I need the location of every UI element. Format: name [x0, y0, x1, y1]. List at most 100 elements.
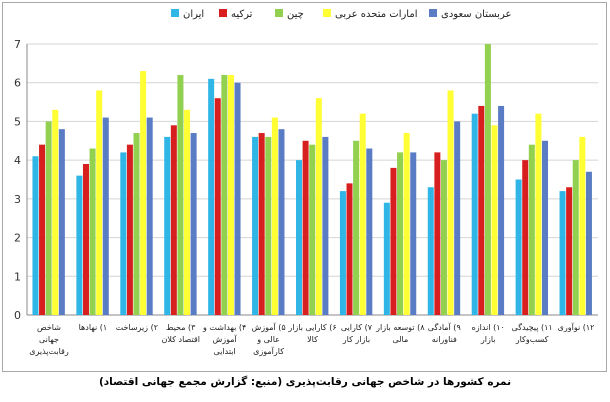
y-tick-label: 3	[14, 193, 21, 206]
y-tick-label: 1	[14, 270, 21, 283]
bar	[227, 74, 234, 315]
legend-label: امارات متحده عربی	[335, 9, 417, 20]
x-tick-label: ۳) محیط	[166, 323, 196, 332]
bar	[498, 105, 505, 315]
bar	[410, 152, 417, 315]
bar	[45, 121, 52, 316]
bar	[208, 78, 215, 315]
x-tick-label: جهانی	[39, 335, 59, 344]
figure-caption: نمره کشورها در شاخص جهانی رقابت‌پذیری (م…	[98, 376, 512, 388]
bar	[427, 187, 434, 315]
x-tick-label: ۹) آمادگی	[428, 322, 461, 332]
bar	[585, 171, 592, 315]
bar	[258, 133, 265, 315]
bar	[535, 113, 542, 315]
x-tick-label: ۵) آموزش	[251, 322, 285, 332]
bar	[339, 191, 346, 315]
legend-swatch	[429, 9, 437, 17]
bar	[403, 133, 410, 315]
bar	[234, 82, 241, 316]
bar	[522, 160, 529, 315]
bar	[214, 98, 221, 315]
bar	[454, 121, 461, 316]
bar	[271, 117, 278, 315]
bar	[383, 202, 390, 315]
x-tick-label: ابتدایی	[214, 347, 236, 356]
bar-chart: ایران ترکیه چین امارات متحده عربی عربستان سع…	[14, 9, 598, 356]
x-tick-label: ۱۲) نوآوری	[558, 322, 595, 332]
bar	[579, 136, 586, 315]
x-tick-label: کارآموزی	[253, 346, 284, 356]
bar	[484, 44, 491, 315]
bar	[296, 160, 302, 315]
bar	[353, 140, 360, 315]
x-tick-label: ۷) کارایی	[341, 323, 373, 332]
y-tick-label: 2	[14, 232, 21, 245]
bar	[322, 136, 329, 315]
bar	[164, 136, 171, 315]
bar	[39, 144, 46, 315]
x-tick-label: ۱) نهادها	[79, 323, 108, 332]
legend-label: ترکیه	[231, 9, 253, 20]
y-tick-label: 5	[14, 115, 21, 128]
y-tick-label: 6	[14, 77, 21, 90]
bar	[32, 156, 39, 315]
legend-swatch	[171, 9, 179, 17]
bar	[170, 125, 177, 315]
x-tick-label: آموزش	[213, 334, 238, 344]
bar	[366, 148, 373, 315]
bar	[76, 175, 83, 315]
y-tick-label: 0	[14, 309, 21, 322]
bar	[447, 90, 454, 316]
x-tick-label: ۸) توسعه بازار	[375, 323, 425, 332]
bar	[265, 136, 272, 315]
bar	[177, 74, 184, 315]
bar	[252, 136, 259, 315]
y-tick-label: 4	[14, 154, 21, 167]
bar	[515, 179, 522, 315]
x-tick-label: فناورانه	[432, 335, 457, 344]
bar	[346, 183, 353, 315]
bar	[52, 109, 59, 315]
x-tick-label: ۱۱) پیچیدگی	[512, 322, 553, 332]
legend-swatch	[323, 9, 331, 17]
x-tick-label: رقابت‌پذیری	[29, 347, 69, 356]
bar	[221, 74, 228, 315]
x-tick-label: ۱۰) اندازه	[472, 323, 505, 332]
bar	[315, 98, 322, 315]
bar	[126, 144, 133, 315]
bar	[96, 90, 103, 316]
bar	[140, 71, 147, 315]
bar	[572, 160, 579, 315]
x-tick-label: ۶) کارایی بازار	[287, 323, 336, 332]
bar	[89, 148, 96, 315]
bar	[528, 144, 535, 315]
x-tick-label: کالا	[307, 335, 318, 344]
bar	[190, 133, 197, 315]
bar	[471, 113, 478, 315]
bar	[397, 152, 404, 315]
bar	[478, 105, 485, 315]
bar	[390, 167, 397, 315]
legend-label: ایران	[183, 9, 204, 20]
bar	[491, 125, 498, 315]
bar	[184, 109, 191, 315]
legend-label: چین	[287, 9, 304, 20]
bar	[133, 133, 140, 315]
bar	[434, 152, 441, 315]
x-tick-label: شاخص	[37, 323, 61, 332]
axes: 0 1 2 3 4 5 6 7 شاخص جهانی رقابت‌پذیری ۱) نهادها ۲) …	[14, 38, 594, 356]
x-tick-label: بازار	[480, 335, 496, 344]
x-tick-label: اقتصاد کلان	[162, 335, 200, 344]
legend: ایران ترکیه چین امارات متحده عربی عربستان سع…	[171, 9, 511, 20]
x-tick-label: ۴) بهداشت و	[202, 323, 246, 332]
bar	[559, 191, 566, 315]
bar	[278, 129, 285, 315]
legend-swatch	[275, 9, 283, 17]
bar	[309, 144, 316, 315]
legend-label: عربستان سعودی	[441, 9, 511, 20]
bar	[58, 129, 65, 315]
bar	[120, 152, 127, 315]
x-tick-label: عالی و	[256, 335, 280, 344]
